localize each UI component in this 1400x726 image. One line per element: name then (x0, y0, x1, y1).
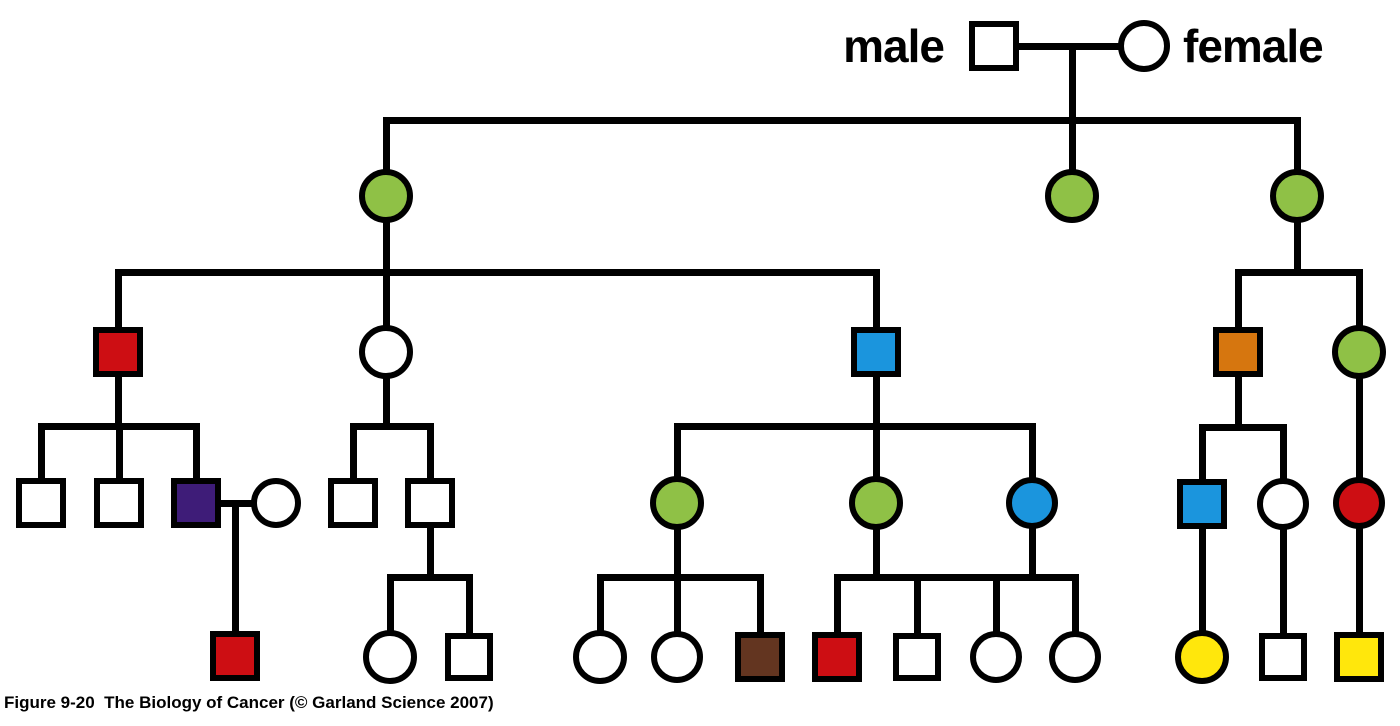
gen3-sibship-line-left (114, 268, 880, 276)
gen4-drop-1 (37, 422, 45, 507)
gen4-sibship-whitecircle (349, 422, 434, 430)
gen4-daughter-red (1333, 477, 1385, 529)
legend-male-symbol (969, 21, 1019, 71)
gen4-daughter-white (1257, 478, 1309, 530)
gen5-daughter-white-4 (970, 631, 1022, 683)
gen3-drop-green (1355, 268, 1363, 661)
gen3-sibship-line-right (1234, 268, 1363, 276)
gen3-son-orange (1213, 327, 1263, 377)
gen5-drop-4 (756, 573, 764, 661)
gen4-drop-bluesquare (1198, 423, 1206, 661)
legend-female-symbol (1118, 20, 1170, 72)
gen4-son-white-4 (405, 478, 455, 528)
gen5-sibship-green1 (596, 573, 764, 581)
gen5-son-red-1 (210, 631, 260, 681)
gen2-daughter-green-2 (1045, 169, 1099, 223)
gen4-daughter-green-1 (650, 476, 704, 530)
figure-caption: Figure 9-20 The Biology of Cancer (© Gar… (4, 693, 494, 712)
gen5-son-red-2 (812, 632, 862, 682)
gen5-son-white-3 (1259, 633, 1307, 681)
gen4-daughter-blue (1006, 477, 1058, 529)
gen4-drop-green1 (673, 422, 681, 661)
gen3-son-red (93, 327, 143, 377)
gen2-daughter-green-1 (359, 169, 413, 223)
gen4-drop-4 (349, 422, 357, 507)
gen3-daughter-white (359, 325, 413, 379)
gen3-daughter-green (1332, 325, 1386, 379)
gen5-drop-7 (992, 573, 1000, 661)
gen5-sibship-green2-blue (833, 573, 1079, 581)
gen4-drop-2 (115, 422, 123, 507)
gen4-son-blue (1177, 479, 1227, 529)
legend-male-label: male (843, 20, 945, 72)
gen5-daughter-white-3 (651, 631, 703, 683)
gen4-son-purple (171, 478, 221, 528)
gen5-daughter-white-2 (573, 630, 627, 684)
gen4-sibship-blue (673, 422, 1036, 430)
gen5-son-yellow (1334, 632, 1384, 682)
gen5-daughter-yellow (1175, 630, 1229, 684)
gen5-son-brown (735, 632, 785, 682)
gen4-sibship-orange (1198, 423, 1287, 431)
gen4-son-white-2 (94, 478, 144, 528)
gen5-drop-2 (465, 573, 473, 661)
legend-female-label: female (1183, 20, 1324, 72)
gen3-son-blue (851, 327, 901, 377)
gen4-son-white-3 (328, 478, 378, 528)
gen5-daughter-white-1 (363, 630, 417, 684)
gen5-son-white-2 (893, 633, 941, 681)
gen4-daughter-green-2 (849, 476, 903, 530)
gen5-drop-1 (386, 573, 394, 661)
gen4-spouse-white-circle (251, 478, 301, 528)
gen2-daughter-green-3 (1270, 169, 1324, 223)
gen5-drop-8 (1071, 573, 1079, 661)
gen2-sibship-line (382, 116, 1301, 124)
gen4-son-white-1 (16, 478, 66, 528)
gen5-daughter-white-5 (1049, 631, 1101, 683)
gen4-drop-3 (192, 422, 200, 507)
gen5-son-white-1 (445, 633, 493, 681)
gen5-drop-5 (833, 573, 841, 661)
gen5-drop-3 (596, 573, 604, 661)
gen4-drop-whitecircle (1279, 423, 1287, 661)
gen4-child-drop-purple (231, 499, 239, 660)
gen5-sibship-whitesquare (386, 573, 473, 581)
gen5-drop-6 (913, 573, 921, 661)
